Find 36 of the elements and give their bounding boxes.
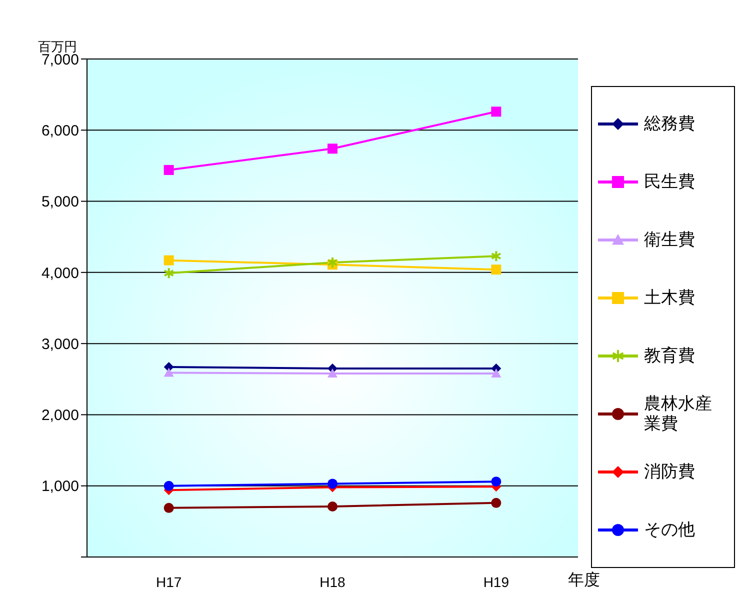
legend-label: 土木費 xyxy=(644,288,696,308)
legend-label: 農林水産業費 xyxy=(644,394,713,434)
legend-label: 総務費 xyxy=(644,114,696,134)
point xyxy=(328,368,338,378)
legend-label: 消防費 xyxy=(644,462,696,482)
point xyxy=(328,501,338,512)
y-tick-label: 4,000 xyxy=(41,264,79,282)
point xyxy=(491,368,502,378)
point xyxy=(164,480,174,491)
legend-label: その他 xyxy=(644,520,696,540)
point xyxy=(491,498,502,508)
point xyxy=(164,368,174,377)
point xyxy=(164,255,174,266)
point xyxy=(164,502,174,513)
x-tick-label: H19 xyxy=(483,574,510,590)
y-tick-label: 1,000 xyxy=(41,478,79,496)
point xyxy=(328,478,338,489)
y-tick-label: 5,000 xyxy=(41,194,79,211)
point xyxy=(491,264,502,275)
y-tick-label: 3,000 xyxy=(41,336,79,353)
point xyxy=(164,267,174,280)
x-axis-title: 年度 xyxy=(568,570,600,591)
x-tick-label: H17 xyxy=(156,574,182,590)
point xyxy=(490,250,502,262)
y-tick-label: 6,000 xyxy=(41,122,79,140)
y-tick-label: 2,000 xyxy=(41,407,79,424)
point xyxy=(491,476,502,487)
point xyxy=(328,144,338,154)
legend-label: 民生費 xyxy=(644,172,696,192)
point xyxy=(327,256,338,268)
legend-label: 衛生費 xyxy=(644,230,696,250)
legend-label: 教育費 xyxy=(644,346,696,366)
point xyxy=(164,164,174,175)
point xyxy=(491,106,502,117)
x-tick-label: H18 xyxy=(320,574,346,590)
y-axis-title: 百万円 xyxy=(38,38,77,54)
